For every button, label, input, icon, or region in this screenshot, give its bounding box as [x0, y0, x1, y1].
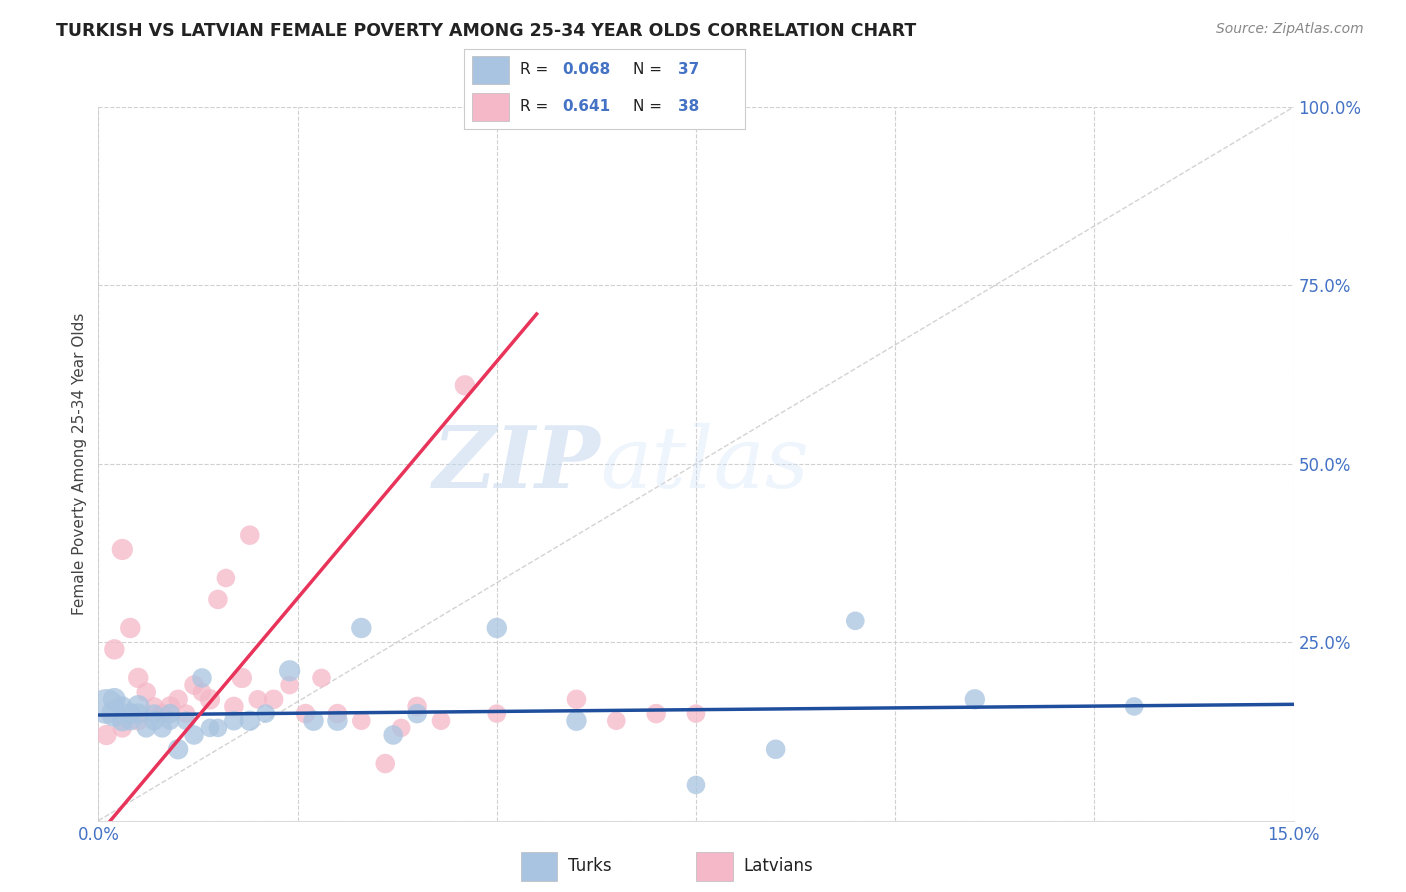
Text: Source: ZipAtlas.com: Source: ZipAtlas.com	[1216, 22, 1364, 37]
Text: ZIP: ZIP	[433, 422, 600, 506]
Point	[159, 699, 181, 714]
Point	[143, 699, 166, 714]
Point	[374, 756, 396, 771]
Point	[1123, 699, 1146, 714]
Point	[485, 621, 508, 635]
Point	[844, 614, 866, 628]
Point	[143, 706, 166, 721]
Text: N =: N =	[633, 99, 666, 114]
Point	[302, 714, 325, 728]
Point	[198, 692, 221, 706]
Point	[159, 706, 181, 721]
Point	[120, 714, 142, 728]
Point	[207, 721, 229, 735]
FancyBboxPatch shape	[472, 94, 509, 121]
Point	[103, 692, 125, 706]
Point	[222, 714, 245, 728]
Point	[191, 671, 214, 685]
Point	[96, 699, 118, 714]
Point	[191, 685, 214, 699]
Point	[231, 671, 253, 685]
FancyBboxPatch shape	[520, 852, 557, 881]
Point	[406, 699, 429, 714]
Point	[167, 692, 190, 706]
Point	[120, 621, 142, 635]
Point	[278, 678, 301, 692]
Point	[685, 706, 707, 721]
Point	[167, 742, 190, 756]
Text: Latvians: Latvians	[744, 857, 814, 875]
Point	[263, 692, 285, 706]
Point	[350, 714, 373, 728]
Point	[685, 778, 707, 792]
Text: R =: R =	[520, 62, 554, 78]
Point	[96, 728, 118, 742]
Point	[963, 692, 986, 706]
Point	[326, 714, 349, 728]
Point	[222, 699, 245, 714]
Point	[103, 706, 125, 721]
Point	[120, 706, 142, 721]
Point	[127, 714, 149, 728]
FancyBboxPatch shape	[696, 852, 733, 881]
Point	[565, 714, 588, 728]
Point	[765, 742, 787, 756]
Point	[430, 714, 453, 728]
Text: TURKISH VS LATVIAN FEMALE POVERTY AMONG 25-34 YEAR OLDS CORRELATION CHART: TURKISH VS LATVIAN FEMALE POVERTY AMONG …	[56, 22, 917, 40]
Point	[565, 692, 588, 706]
Point	[150, 721, 173, 735]
Point	[406, 706, 429, 721]
FancyBboxPatch shape	[472, 56, 509, 85]
Text: atlas: atlas	[600, 423, 810, 505]
Point	[183, 678, 205, 692]
Point	[254, 706, 277, 721]
Text: 0.068: 0.068	[562, 62, 610, 78]
Point	[159, 714, 181, 728]
Point	[239, 528, 262, 542]
Point	[326, 706, 349, 721]
Text: N =: N =	[633, 62, 666, 78]
Point	[174, 714, 197, 728]
Y-axis label: Female Poverty Among 25-34 Year Olds: Female Poverty Among 25-34 Year Olds	[72, 313, 87, 615]
Point	[198, 721, 221, 735]
Text: R =: R =	[520, 99, 554, 114]
Point	[645, 706, 668, 721]
Point	[111, 714, 134, 728]
Point	[311, 671, 333, 685]
Point	[103, 642, 125, 657]
Point	[382, 728, 405, 742]
Point	[278, 664, 301, 678]
Point	[605, 714, 627, 728]
Point	[246, 692, 269, 706]
Point	[135, 721, 157, 735]
Point	[183, 728, 205, 742]
Point	[127, 706, 149, 721]
Point	[127, 699, 149, 714]
Text: 0.641: 0.641	[562, 99, 610, 114]
Point	[111, 542, 134, 557]
Point	[143, 714, 166, 728]
Point	[239, 714, 262, 728]
Point	[350, 621, 373, 635]
Point	[389, 721, 412, 735]
Point	[135, 685, 157, 699]
Point	[454, 378, 477, 392]
Point	[150, 706, 173, 721]
Text: 37: 37	[678, 62, 699, 78]
Point	[111, 721, 134, 735]
Point	[111, 699, 134, 714]
Text: 38: 38	[678, 99, 699, 114]
Point	[174, 706, 197, 721]
Point	[294, 706, 316, 721]
Point	[207, 592, 229, 607]
Point	[127, 671, 149, 685]
Text: Turks: Turks	[568, 857, 612, 875]
Point	[215, 571, 238, 585]
Point	[485, 706, 508, 721]
